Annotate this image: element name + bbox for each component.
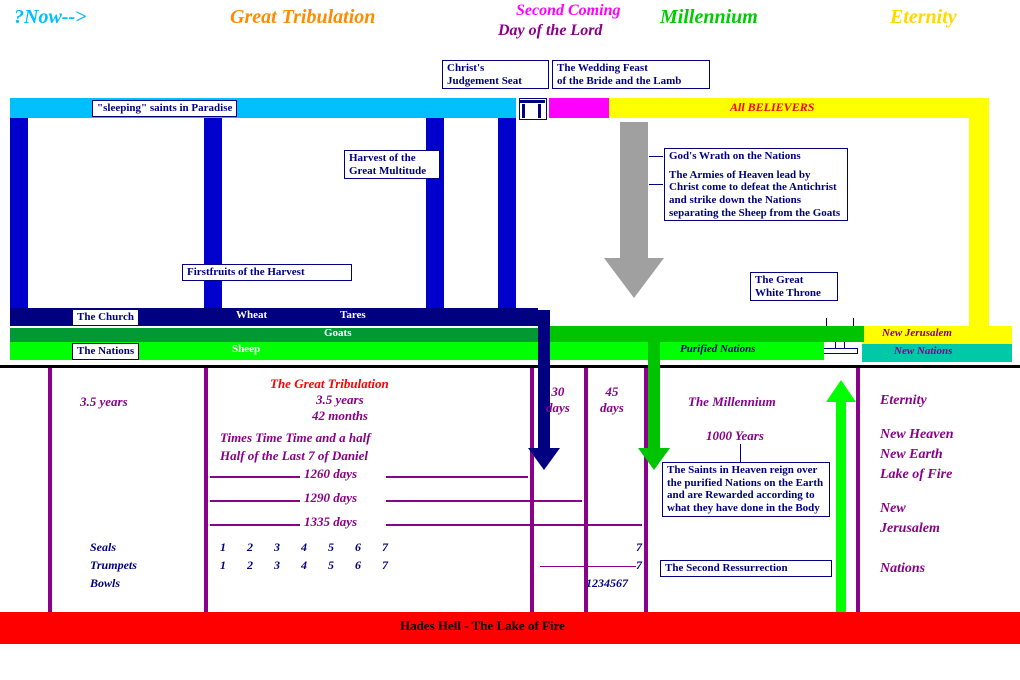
saints-connector [740,444,741,462]
new-jerusalem-label: New Jerusalem [882,327,952,339]
wrath-arrow-head [604,258,664,298]
trumpets-label: Trumpets [90,558,137,573]
white-throne-box: The Great White Throne [750,272,838,301]
church-label: The Church [72,309,139,326]
blue-vert-mid2 [426,118,444,308]
harvest-box: Harvest of the Great Multitude [344,150,440,179]
nations-label: The Nations [72,343,139,360]
throne-top [519,100,545,103]
blue-arrow-shaft [538,310,550,450]
throne-leg2 [538,104,541,118]
green-arrow-shaft [648,326,660,450]
bowls-label: Bowls [90,576,120,591]
throne-leg1 [522,104,525,118]
wedding-block [549,98,609,118]
gt-35: 3.5 years [316,392,364,408]
blue-vert-left [10,118,28,308]
tick-1 [48,368,52,612]
wrath-conn-2 [649,184,663,185]
firstfruits-box: Firstfruits of the Harvest [182,264,352,281]
seals-seq: 1 2 3 4 5 6 7 [220,540,388,555]
header-second-coming: Second Coming [516,2,620,20]
new-nations-label: New Nations [894,345,952,357]
etern-title: Eternity [880,390,927,412]
hades-label: Hades Hell - The Lake of Fire [400,618,565,634]
header-eternity: Eternity [890,6,957,29]
paradise-label: "sleeping" saints in Paradise [92,100,237,117]
blue-arm [516,310,550,324]
wrath-box: God's Wrath on the Nations The Armies of… [664,148,848,221]
trumpet-line [540,566,636,567]
saints-reign-box: The Saints in Heaven reign over the puri… [662,462,830,517]
days45: 45 days [600,384,624,416]
goats-label: Goats [324,327,352,339]
wedding-box: The Wedding Feast of the Bride and the L… [552,60,710,89]
purified-label: Purified Nations [680,343,755,355]
seals-7b: 7 [636,540,642,555]
tick-6 [856,368,860,612]
hl-1260-l [210,476,300,478]
paradise-bar [10,98,516,118]
tick-3 [530,368,534,612]
hl-1290-l [210,500,300,502]
cup-base [822,348,858,354]
years-1000: 1000 Years [706,428,764,444]
second-res-box: The Second Ressurrection [660,560,832,577]
header-tribulation: Great Tribulation [230,6,375,29]
wheat-label: Wheat [236,309,267,321]
hl-1260-r [386,476,528,478]
gt-title: The Great Tribulation [270,376,389,392]
etern-l6: Nations [880,558,925,580]
hl-1335-r [386,524,642,526]
green-up-shaft [836,400,846,614]
green-up-head [826,380,856,402]
days30: 30 days [546,384,570,416]
wrath-conn-1 [649,156,663,157]
wrath-body: The Armies of Heaven lead by Christ come… [669,169,843,220]
blue-arrow-head [528,448,560,470]
believers-label: All BELIEVERS [730,100,814,115]
bowls-seq: 1234567 [586,576,628,591]
trumpets-7b: 7 [636,558,642,573]
header-day-of-lord: Day of the Lord [498,22,602,40]
wrath-title: God's Wrath on the Nations [669,150,843,163]
d1260: 1260 days [304,466,357,482]
blue-vert-right [498,118,516,308]
trumpets-seq: 1 2 3 4 5 6 7 [220,558,388,573]
sheep-label: Sheep [232,343,260,355]
hl-1335-l [210,524,300,526]
tares-label: Tares [340,309,366,321]
etern-l5: Jerusalem [880,518,940,540]
lead-35: 3.5 years [80,394,128,410]
millennium-label: The Millennium [688,394,776,410]
gt-42: 42 months [312,408,368,424]
black-separator [0,365,1020,368]
d1290: 1290 days [304,490,357,506]
judgement-box: Christ's Judgement Seat [442,60,549,89]
half-last7: Half of the Last 7 of Daniel [220,448,368,464]
hl-1290-r [386,500,582,502]
tick-2 [204,368,208,612]
green-bridge [538,326,864,342]
d1335: 1335 days [304,514,357,530]
times-time: Times Time Time and a half [220,430,371,446]
yellow-vertical [969,118,989,332]
wrath-arrow-shaft [620,122,648,262]
header-millennium: Millennium [660,6,758,29]
etern-l3: Lake of Fire [880,464,952,486]
seals-label: Seals [90,540,116,555]
header-now: ?Now--> [14,6,87,29]
